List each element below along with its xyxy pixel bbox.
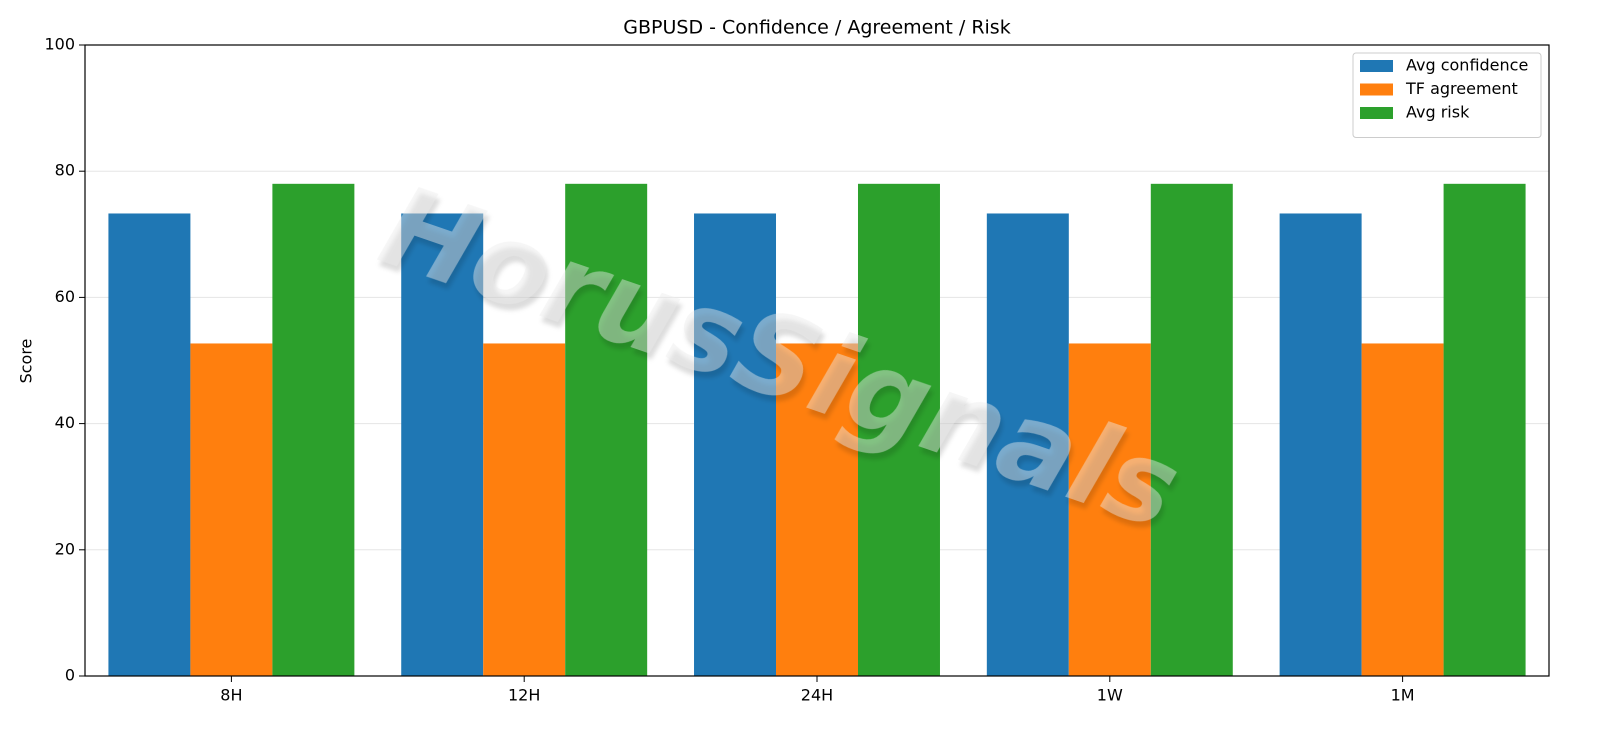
- bar: [272, 183, 355, 676]
- bar: [776, 343, 858, 676]
- bar: [483, 343, 566, 676]
- bar: [694, 213, 777, 677]
- legend-swatch: [1360, 60, 1393, 72]
- y-axis-label: Score: [17, 339, 36, 384]
- bar: [1150, 183, 1233, 676]
- legend-label: TF agreement: [1405, 79, 1518, 98]
- x-tick-label: 1M: [1391, 686, 1415, 705]
- bar: [1279, 213, 1362, 677]
- bar: [1068, 343, 1151, 676]
- y-tick-label: 60: [55, 287, 75, 306]
- bar: [190, 343, 273, 676]
- bar: [565, 183, 648, 676]
- y-tick-label: 40: [55, 413, 75, 432]
- legend-label: Avg confidence: [1406, 56, 1528, 75]
- bar: [986, 213, 1069, 677]
- legend-swatch: [1360, 83, 1393, 96]
- legend-swatch: [1360, 107, 1393, 119]
- chart-title: GBPUSD - Confidence / Agreement / Risk: [623, 17, 1010, 39]
- y-tick-label: 20: [55, 539, 75, 558]
- x-tick-label: 1W: [1097, 686, 1123, 705]
- x-tick-label: 24H: [801, 686, 833, 705]
- x-tick-label: 12H: [508, 686, 540, 705]
- y-tick-label: 0: [65, 666, 75, 685]
- bar: [1443, 183, 1526, 676]
- bar: [401, 213, 484, 677]
- bar: [857, 183, 940, 676]
- x-tick-label: 8H: [220, 686, 242, 705]
- legend-box: [1352, 52, 1542, 138]
- plot-frame: [84, 44, 1550, 677]
- legend-label: Avg risk: [1406, 103, 1470, 122]
- bar: [108, 213, 191, 677]
- y-tick-label: 80: [55, 161, 75, 180]
- bar: [1361, 343, 1444, 676]
- y-tick-label: 100: [44, 35, 75, 54]
